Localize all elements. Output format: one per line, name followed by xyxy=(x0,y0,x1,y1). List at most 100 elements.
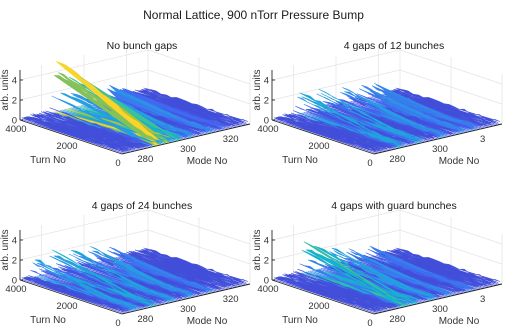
surface-slice-mode-302 xyxy=(339,92,443,139)
x-tick-label: 4000 xyxy=(5,284,26,295)
x-tick-label: 0 xyxy=(367,318,372,327)
y-axis-line xyxy=(373,283,503,315)
y-tick-label: 300 xyxy=(432,144,448,155)
y-tick-label: 300 xyxy=(432,304,448,315)
z-axis-label: arb. units xyxy=(0,69,11,110)
z-axis-label: arb. units xyxy=(252,229,263,270)
x-axis-line xyxy=(19,279,123,315)
panel-4-gaps-of-12-bunches: 0 2 4 4000 2000 0 280 300 3 4 gaps of 12 bunches… xyxy=(252,40,503,169)
surface-slice-mode-282 xyxy=(297,269,400,309)
z-tick-label: 0 xyxy=(12,276,17,287)
z-tick-label: 2 xyxy=(264,96,269,107)
axes: 0 2 4 4000 2000 0 280 300 3 xyxy=(257,230,503,327)
surface xyxy=(21,246,249,314)
surface-slice-mode-319 xyxy=(124,252,227,290)
y-tick-label: 300 xyxy=(180,304,196,315)
x-tick-label: 0 xyxy=(367,158,372,169)
surface-slice-mode-323 xyxy=(132,251,236,288)
surface-slice-mode-287 xyxy=(55,61,159,146)
surface-slice-mode-311 xyxy=(107,88,210,134)
panel-title: No bunch gaps xyxy=(107,40,178,52)
surface xyxy=(273,241,501,314)
surface-slice-mode-272 xyxy=(23,277,127,314)
surface-slice-mode-305 xyxy=(346,251,449,297)
surface-slice-mode-282 xyxy=(297,96,400,149)
axes: 0 2 4 4000 2000 0 280 300 3 xyxy=(257,70,503,169)
x-tick-label: 2000 xyxy=(308,141,329,152)
surface-slice-mode-284 xyxy=(49,255,153,308)
surface-slice-mode-272 xyxy=(275,277,379,314)
z-tick-label: 4 xyxy=(264,236,269,247)
z-tick-label: 2 xyxy=(12,256,17,267)
y-tick-label: 320 xyxy=(223,134,239,145)
surface-slice-mode-293 xyxy=(68,253,172,303)
surface-slice-mode-292 xyxy=(318,88,422,144)
y-axis-label: Mode No xyxy=(439,156,480,167)
surface-slice-mode-290 xyxy=(314,245,417,305)
x-axis-label: Turn No xyxy=(30,155,66,166)
surface-slice-mode-302 xyxy=(87,251,191,299)
x-tick-label: 2000 xyxy=(56,141,77,152)
surface-slice-mode-283 xyxy=(299,92,403,148)
surface xyxy=(273,83,501,154)
surface-slice-mode-284 xyxy=(49,107,153,148)
surface-slice-mode-283 xyxy=(299,263,403,308)
surface-slice-mode-285 xyxy=(303,241,407,307)
surface-slice-mode-271 xyxy=(273,277,377,314)
y-axis-line xyxy=(121,123,251,155)
x-axis-label: Turn No xyxy=(282,155,318,166)
surface-slice-mode-272 xyxy=(23,117,127,154)
y-axis-line xyxy=(121,283,251,315)
z-tick-label: 0 xyxy=(12,116,17,127)
figure-title: Normal Lattice, 900 nTorr Pressure Bump xyxy=(143,8,364,22)
surface-slice-mode-286 xyxy=(53,75,157,147)
panel-4-gaps-with-guard-bunches: 0 2 4 4000 2000 0 280 300 3 4 gaps with guard bu… xyxy=(252,200,503,327)
y-tick-label: 3 xyxy=(480,294,485,305)
x-axis-line xyxy=(271,279,375,315)
y-tick-label: 280 xyxy=(389,314,405,325)
z-tick-label: 2 xyxy=(12,96,17,107)
surface-slice-mode-327 xyxy=(393,89,496,126)
surface-slice-mode-285 xyxy=(51,95,155,147)
surface-slice-mode-297 xyxy=(329,251,432,301)
surface-slice-mode-327 xyxy=(141,89,244,126)
x-axis-line xyxy=(19,119,123,155)
x-tick-label: 0 xyxy=(115,318,120,327)
surface-slice-mode-291 xyxy=(316,93,420,144)
surface-slice-mode-271 xyxy=(273,117,377,154)
surface-slice-mode-311 xyxy=(359,88,462,134)
x-tick-label: 4000 xyxy=(257,284,278,295)
x-axis-line xyxy=(271,119,375,155)
surface-slice-mode-286 xyxy=(305,249,409,307)
surface-slice-mode-323 xyxy=(384,251,488,288)
z-tick-label: 0 xyxy=(264,276,269,287)
panel-no-bunch-gaps: 0 2 4 4000 2000 0 280 300 320 No bunch gaps arb.… xyxy=(0,40,251,169)
surface-slice-mode-271 xyxy=(21,277,125,314)
panel-4-gaps-of-24-bunches: 0 2 4 4000 2000 0 280 300 320 4 gaps of 24 bunch… xyxy=(0,200,251,327)
z-tick-label: 0 xyxy=(264,116,269,127)
y-axis-label: Mode No xyxy=(187,156,228,167)
surface-slice-mode-324 xyxy=(386,249,490,288)
surface-slice-mode-315 xyxy=(367,248,471,292)
surface xyxy=(21,61,249,154)
z-tick-label: 4 xyxy=(12,236,17,247)
z-tick-label: 4 xyxy=(12,76,17,87)
y-axis-label: Mode No xyxy=(439,316,480,327)
surface-slice-mode-272 xyxy=(275,117,379,154)
surface-slice-mode-316 xyxy=(369,245,473,292)
panel-title: 4 gaps of 12 bunches xyxy=(344,40,444,52)
x-tick-label: 4000 xyxy=(5,124,26,135)
surface-slice-mode-276 xyxy=(32,262,136,312)
y-tick-label: 280 xyxy=(137,314,153,325)
z-tick-label: 2 xyxy=(264,256,269,267)
y-tick-label: 3 xyxy=(480,134,485,145)
x-tick-label: 2000 xyxy=(308,301,329,312)
x-tick-label: 0 xyxy=(115,158,120,169)
surface-slice-mode-271 xyxy=(21,117,125,154)
surface-slice-mode-285 xyxy=(51,249,155,307)
y-axis-label: Mode No xyxy=(187,316,228,327)
surface-slice-mode-311 xyxy=(107,249,210,294)
z-axis-label: arb. units xyxy=(252,69,263,110)
z-tick-label: 4 xyxy=(264,76,269,87)
